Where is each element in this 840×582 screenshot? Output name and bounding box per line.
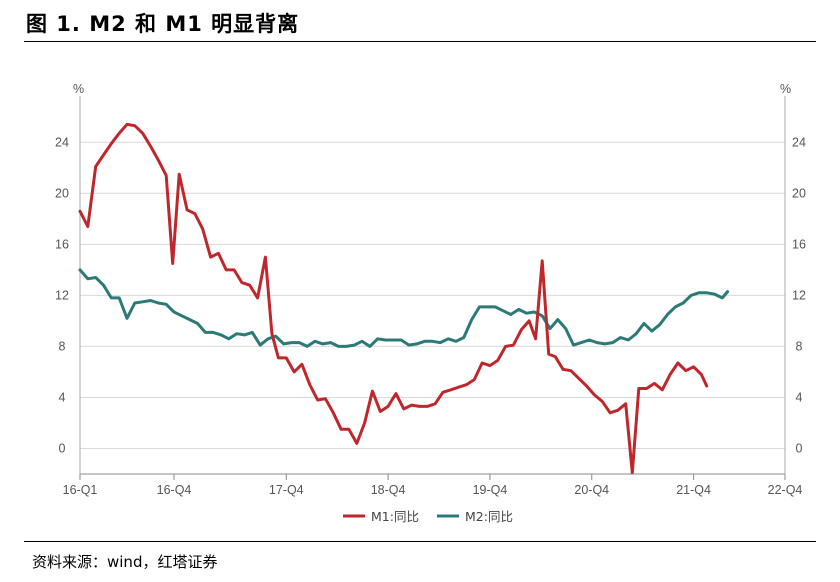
x-tick-label: 16-Q4 xyxy=(157,483,192,497)
series xyxy=(78,122,730,475)
x-tick-label: 17-Q4 xyxy=(269,483,304,497)
y-tick-label-left: 24 xyxy=(55,135,69,149)
x-tick-label: 19-Q4 xyxy=(473,483,508,497)
figure-title: 图 1. M2 和 M1 明显背离 xyxy=(26,12,300,36)
y-tick-label-left: 0 xyxy=(59,441,66,455)
y-tick-label-left: 4 xyxy=(59,390,66,404)
x-tick-label: 21-Q4 xyxy=(676,483,711,497)
source-rule xyxy=(24,541,816,542)
legend-label: M2:同比 xyxy=(465,509,513,524)
source-note: 资料来源：wind，红塔证券 xyxy=(32,553,218,571)
y-unit-left: % xyxy=(73,82,84,96)
title-rule xyxy=(24,41,816,42)
y-tick-label-right: 12 xyxy=(792,288,806,302)
y-tick-label-right: 4 xyxy=(796,390,803,404)
y-tick-label-right: 0 xyxy=(796,441,803,455)
x-tick-label: 22-Q4 xyxy=(768,483,803,497)
x-tick-label: 18-Q4 xyxy=(371,483,406,497)
series-line-m2 xyxy=(78,268,730,348)
x-tick-label: 20-Q4 xyxy=(574,483,609,497)
y-tick-label-right: 16 xyxy=(792,237,806,251)
y-tick-label-left: 8 xyxy=(59,339,66,353)
x-tick-label: 16-Q1 xyxy=(63,483,98,497)
axes: 0 0 4 4 8 8 12 12 16 16 20 20 24 24 16-Q1 16-Q4 17-Q4 18-… xyxy=(55,96,806,497)
y-tick-label-left: 20 xyxy=(55,186,69,200)
y-tick-label-left: 16 xyxy=(55,237,69,251)
y-tick-label-right: 20 xyxy=(792,186,806,200)
y-tick-label-left: 12 xyxy=(55,288,69,302)
grid xyxy=(80,141,785,449)
series-line-m1 xyxy=(78,122,709,475)
legend: M1:同比 M2:同比 xyxy=(343,509,513,524)
legend-label: M1:同比 xyxy=(371,509,419,524)
y-unit-right: % xyxy=(780,82,791,96)
line-chart: 0 0 4 4 8 8 12 12 16 16 20 20 24 24 16-Q1 16-Q4 17-Q4 18-… xyxy=(55,82,806,524)
y-tick-label-right: 24 xyxy=(792,135,806,149)
y-tick-label-right: 8 xyxy=(796,339,803,353)
